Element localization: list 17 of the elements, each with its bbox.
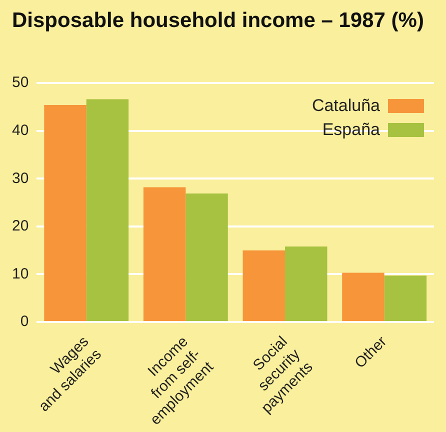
bar [44, 104, 86, 322]
y-tick-label: 20 [12, 218, 29, 235]
bar [186, 193, 228, 322]
bar [285, 246, 328, 322]
y-tick-label: 10 [12, 265, 29, 282]
bar [242, 250, 286, 322]
legend-label: Cataluña [312, 96, 380, 116]
chart-title: Disposable household income – 1987 (%) [12, 8, 425, 33]
y-tick-label: 0 [20, 313, 29, 330]
bar [143, 187, 186, 322]
bar [384, 276, 427, 322]
y-tick-label: 40 [12, 122, 29, 139]
bar [86, 99, 129, 322]
bar [342, 272, 384, 322]
y-tick-label: 30 [12, 170, 29, 187]
legend-label: España [322, 120, 380, 140]
y-tick-label: 50 [12, 74, 29, 92]
